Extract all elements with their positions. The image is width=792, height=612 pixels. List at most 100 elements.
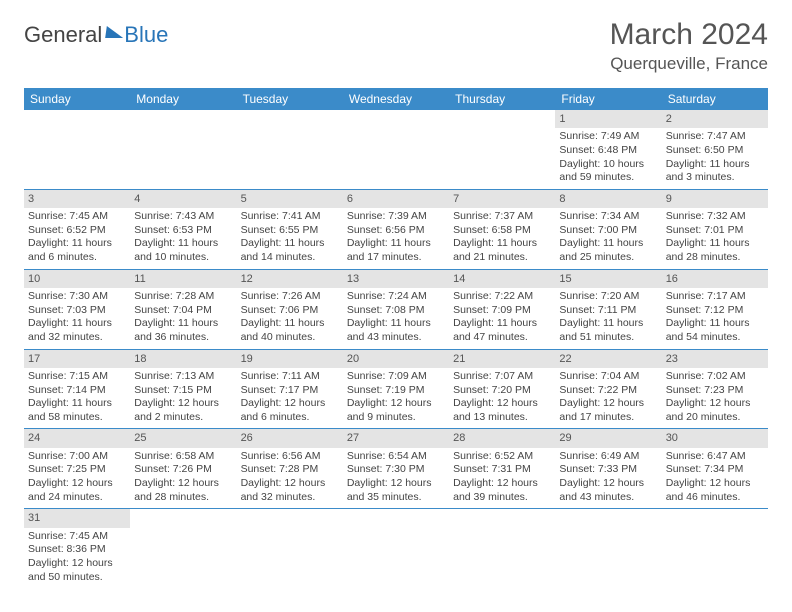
calendar-cell xyxy=(343,110,449,189)
sunrise-text: Sunrise: 7:32 AM xyxy=(666,210,764,224)
calendar-cell: 29Sunrise: 6:49 AMSunset: 7:33 PMDayligh… xyxy=(555,429,661,509)
calendar-cell: 28Sunrise: 6:52 AMSunset: 7:31 PMDayligh… xyxy=(449,429,555,509)
day-number: 16 xyxy=(662,270,768,288)
daylight-text: Daylight: 11 hours and 58 minutes. xyxy=(28,397,126,424)
brand-triangle-icon xyxy=(105,26,125,38)
title-block: March 2024 Querqueville, France xyxy=(610,18,768,74)
daylight-text: Daylight: 12 hours and 39 minutes. xyxy=(453,477,551,504)
daylight-text: Daylight: 11 hours and 10 minutes. xyxy=(134,237,232,264)
day-number: 2 xyxy=(662,110,768,128)
day-number: 1 xyxy=(555,110,661,128)
calendar-cell: 22Sunrise: 7:04 AMSunset: 7:22 PMDayligh… xyxy=(555,349,661,429)
sunset-text: Sunset: 7:34 PM xyxy=(666,463,764,477)
day-header: Tuesday xyxy=(237,88,343,110)
day-number: 9 xyxy=(662,190,768,208)
sunset-text: Sunset: 6:53 PM xyxy=(134,224,232,238)
calendar-cell: 10Sunrise: 7:30 AMSunset: 7:03 PMDayligh… xyxy=(24,269,130,349)
day-number: 18 xyxy=(130,350,236,368)
sunrise-text: Sunrise: 6:56 AM xyxy=(241,450,339,464)
sunrise-text: Sunrise: 7:49 AM xyxy=(559,130,657,144)
sunset-text: Sunset: 6:55 PM xyxy=(241,224,339,238)
calendar-cell xyxy=(130,110,236,189)
sunset-text: Sunset: 6:52 PM xyxy=(28,224,126,238)
sunset-text: Sunset: 7:01 PM xyxy=(666,224,764,238)
sunset-text: Sunset: 7:30 PM xyxy=(347,463,445,477)
daylight-text: Daylight: 12 hours and 43 minutes. xyxy=(559,477,657,504)
calendar-row: 1 Sunrise: 7:49 AMSunset: 6:48 PM Daylight… xyxy=(24,110,768,189)
calendar-cell: 31Sunrise: 7:45 AMSunset: 8:36 PMDayligh… xyxy=(24,509,130,588)
calendar-cell: 1Sunrise: 7:49 AMSunset: 6:48 PMDaylight… xyxy=(555,110,661,189)
day-number: 11 xyxy=(130,270,236,288)
sunrise-text: Sunrise: 7:13 AM xyxy=(134,370,232,384)
sunrise-text: Sunrise: 7:04 AM xyxy=(559,370,657,384)
calendar-cell: 9Sunrise: 7:32 AMSunset: 7:01 PMDaylight… xyxy=(662,189,768,269)
calendar-cell: 17Sunrise: 7:15 AMSunset: 7:14 PMDayligh… xyxy=(24,349,130,429)
sunrise-text: Sunrise: 7:00 AM xyxy=(28,450,126,464)
sunrise-text: Sunrise: 6:58 AM xyxy=(134,450,232,464)
calendar-row: 3Sunrise: 7:45 AMSunset: 6:52 PMDaylight… xyxy=(24,189,768,269)
calendar-cell xyxy=(237,110,343,189)
sunset-text: Sunset: 7:20 PM xyxy=(453,384,551,398)
sunrise-text: Sunrise: 7:17 AM xyxy=(666,290,764,304)
sunset-text: Sunset: 6:48 PM xyxy=(559,144,657,158)
calendar-cell xyxy=(555,509,661,588)
daylight-text: Daylight: 11 hours and 36 minutes. xyxy=(134,317,232,344)
sunrise-text: Sunrise: 7:47 AM xyxy=(666,130,764,144)
day-number: 25 xyxy=(130,429,236,447)
day-number: 22 xyxy=(555,350,661,368)
day-number: 28 xyxy=(449,429,555,447)
day-header: Monday xyxy=(130,88,236,110)
sunrise-text: Sunrise: 7:24 AM xyxy=(347,290,445,304)
day-number: 12 xyxy=(237,270,343,288)
sunset-text: Sunset: 7:25 PM xyxy=(28,463,126,477)
sunset-text: Sunset: 7:09 PM xyxy=(453,304,551,318)
day-number: 15 xyxy=(555,270,661,288)
daylight-text: Daylight: 12 hours and 9 minutes. xyxy=(347,397,445,424)
sunrise-text: Sunrise: 7:45 AM xyxy=(28,210,126,224)
daylight-text: Daylight: 11 hours and 32 minutes. xyxy=(28,317,126,344)
sunrise-text: Sunrise: 7:34 AM xyxy=(559,210,657,224)
day-number: 13 xyxy=(343,270,449,288)
calendar-cell: 19Sunrise: 7:11 AMSunset: 7:17 PMDayligh… xyxy=(237,349,343,429)
sunset-text: Sunset: 7:03 PM xyxy=(28,304,126,318)
day-number: 24 xyxy=(24,429,130,447)
sunset-text: Sunset: 6:50 PM xyxy=(666,144,764,158)
calendar-cell: 8Sunrise: 7:34 AMSunset: 7:00 PMDaylight… xyxy=(555,189,661,269)
sunset-text: Sunset: 8:36 PM xyxy=(28,543,126,557)
day-number: 29 xyxy=(555,429,661,447)
daylight-text: Daylight: 11 hours and 3 minutes. xyxy=(666,158,764,185)
calendar-cell: 16Sunrise: 7:17 AMSunset: 7:12 PMDayligh… xyxy=(662,269,768,349)
sunrise-text: Sunrise: 7:07 AM xyxy=(453,370,551,384)
calendar-row: 10Sunrise: 7:30 AMSunset: 7:03 PMDayligh… xyxy=(24,269,768,349)
calendar-table: SundayMondayTuesdayWednesdayThursdayFrid… xyxy=(24,88,768,588)
calendar-cell: 24Sunrise: 7:00 AMSunset: 7:25 PMDayligh… xyxy=(24,429,130,509)
sunrise-text: Sunrise: 7:37 AM xyxy=(453,210,551,224)
daylight-text: Daylight: 12 hours and 35 minutes. xyxy=(347,477,445,504)
daylight-text: Daylight: 12 hours and 32 minutes. xyxy=(241,477,339,504)
sunrise-text: Sunrise: 7:22 AM xyxy=(453,290,551,304)
sunrise-text: Sunrise: 6:49 AM xyxy=(559,450,657,464)
calendar-cell: 6Sunrise: 7:39 AMSunset: 6:56 PMDaylight… xyxy=(343,189,449,269)
calendar-cell: 13Sunrise: 7:24 AMSunset: 7:08 PMDayligh… xyxy=(343,269,449,349)
daylight-text: Daylight: 11 hours and 6 minutes. xyxy=(28,237,126,264)
day-number: 27 xyxy=(343,429,449,447)
calendar-row: 31Sunrise: 7:45 AMSunset: 8:36 PMDayligh… xyxy=(24,509,768,588)
sunrise-text: Sunrise: 7:41 AM xyxy=(241,210,339,224)
sunset-text: Sunset: 7:26 PM xyxy=(134,463,232,477)
calendar-cell: 11Sunrise: 7:28 AMSunset: 7:04 PMDayligh… xyxy=(130,269,236,349)
calendar-cell xyxy=(237,509,343,588)
calendar-cell: 30Sunrise: 6:47 AMSunset: 7:34 PMDayligh… xyxy=(662,429,768,509)
calendar-cell: 25Sunrise: 6:58 AMSunset: 7:26 PMDayligh… xyxy=(130,429,236,509)
sunrise-text: Sunrise: 7:43 AM xyxy=(134,210,232,224)
day-number: 4 xyxy=(130,190,236,208)
day-header: Thursday xyxy=(449,88,555,110)
calendar-row: 17Sunrise: 7:15 AMSunset: 7:14 PMDayligh… xyxy=(24,349,768,429)
day-number: 31 xyxy=(24,509,130,527)
calendar-cell xyxy=(130,509,236,588)
location-label: Querqueville, France xyxy=(610,54,768,74)
calendar-row: 24 Sunrise: 7:00 AMSunset: 7:25 PM Dayligh… xyxy=(24,429,768,509)
brand-logo: General Blue xyxy=(24,22,168,48)
daylight-text: Daylight: 11 hours and 40 minutes. xyxy=(241,317,339,344)
daylight-text: Daylight: 11 hours and 43 minutes. xyxy=(347,317,445,344)
sunrise-text: Sunrise: 7:20 AM xyxy=(559,290,657,304)
